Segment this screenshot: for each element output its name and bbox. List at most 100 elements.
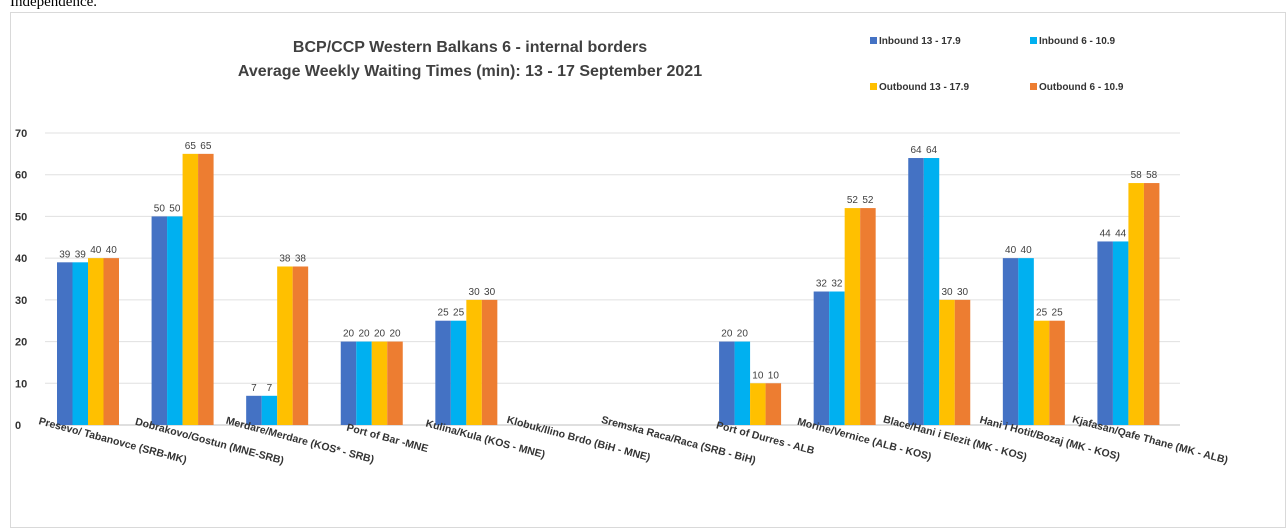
bar-4-5 [481, 299, 498, 425]
legend-swatch-3 [870, 83, 877, 90]
bar-2-11 [1018, 258, 1034, 425]
bar-4-2 [198, 153, 214, 425]
bar-2-3 [261, 395, 278, 425]
bar-2-2 [167, 216, 183, 425]
bar-4-4 [387, 341, 403, 425]
bar-3-1 [88, 258, 104, 425]
data-label: 25 [1052, 308, 1064, 319]
bar-2-8 [734, 341, 751, 425]
bar-3-2 [182, 153, 199, 425]
data-label: 38 [295, 253, 307, 264]
bar-2-5 [450, 320, 467, 425]
data-label: 30 [484, 287, 496, 298]
data-label: 64 [910, 145, 922, 156]
y-tick-label: 10 [15, 378, 27, 390]
legend-swatch-1 [870, 37, 877, 44]
legend-label-1: Inbound 13 - 17.9 [879, 36, 961, 47]
y-tick-label: 50 [15, 211, 27, 223]
data-label: 52 [847, 195, 859, 206]
bar-1-12 [1097, 241, 1113, 425]
data-label: 20 [737, 329, 749, 340]
bar-1-4 [340, 341, 357, 425]
bar-4-11 [1049, 320, 1065, 425]
data-label: 7 [267, 383, 273, 394]
legend-label-2: Inbound 6 - 10.9 [1039, 36, 1116, 47]
bar-1-11 [1002, 258, 1019, 425]
bar-1-10 [908, 158, 924, 425]
bar-3-9 [844, 208, 861, 425]
data-label: 25 [1036, 308, 1048, 319]
bar-4-8 [765, 383, 782, 425]
data-label: 32 [816, 279, 828, 290]
chart-subtitle: Average Weekly Waiting Times (min): 13 -… [238, 63, 702, 80]
bar-1-9 [813, 291, 830, 425]
data-label: 64 [926, 145, 938, 156]
data-label: 25 [438, 308, 450, 319]
y-tick-label: 40 [15, 253, 27, 265]
bar-3-11 [1033, 320, 1050, 425]
data-label: 40 [1005, 245, 1017, 256]
data-label: 65 [200, 141, 212, 152]
bar-4-1 [103, 258, 119, 425]
page-top-text: Independence. [10, 0, 98, 10]
bar-3-12 [1128, 183, 1144, 425]
data-label: 58 [1146, 170, 1158, 181]
y-tick-label: 0 [15, 420, 21, 432]
bar-3-5 [466, 299, 482, 425]
legend-label-3: Outbound 13 - 17.9 [879, 82, 969, 93]
bar-2-9 [829, 291, 845, 425]
data-label: 32 [831, 279, 843, 290]
data-label: 39 [59, 249, 71, 260]
legend-label-4: Outbound 6 - 10.9 [1039, 82, 1124, 93]
data-label: 40 [1021, 245, 1033, 256]
data-label: 20 [374, 329, 386, 340]
data-label: 20 [721, 329, 733, 340]
data-label: 39 [75, 249, 87, 260]
bar-2-10 [923, 158, 940, 425]
y-tick-label: 20 [15, 337, 27, 349]
bar-3-10 [939, 299, 955, 425]
data-label: 10 [768, 370, 780, 381]
bar-1-5 [435, 320, 451, 425]
data-label: 40 [106, 245, 118, 256]
data-label: 44 [1115, 228, 1127, 239]
data-label: 7 [251, 383, 257, 394]
chart-frame [10, 12, 1286, 528]
data-label: 44 [1100, 228, 1112, 239]
data-label: 40 [90, 245, 102, 256]
data-label: 30 [957, 287, 969, 298]
bar-1-8 [719, 341, 735, 425]
data-label: 58 [1131, 170, 1143, 181]
data-label: 50 [154, 203, 166, 214]
bar-4-10 [954, 299, 971, 425]
bar-4-12 [1143, 183, 1160, 425]
data-label: 20 [358, 329, 370, 340]
bar-2-1 [72, 262, 88, 425]
data-label: 25 [453, 308, 465, 319]
y-tick-label: 30 [15, 295, 27, 307]
bar-2-12 [1112, 241, 1129, 425]
bar-3-3 [277, 266, 293, 425]
data-label: 50 [169, 203, 181, 214]
bar-1-3 [246, 395, 262, 425]
bar-1-1 [57, 262, 73, 425]
y-tick-label: 70 [15, 128, 27, 140]
bar-4-9 [860, 208, 876, 425]
bar-2-4 [356, 341, 372, 425]
data-label: 20 [343, 329, 355, 340]
bar-3-4 [371, 341, 388, 425]
data-label: 30 [941, 287, 953, 298]
y-tick-label: 60 [15, 170, 27, 182]
legend-swatch-2 [1030, 37, 1037, 44]
data-label: 10 [752, 370, 764, 381]
bar-4-3 [292, 266, 309, 425]
data-label: 52 [862, 195, 874, 206]
data-label: 30 [469, 287, 481, 298]
data-label: 20 [389, 329, 401, 340]
data-label: 65 [185, 141, 197, 152]
bar-1-2 [151, 216, 168, 425]
chart-title: BCP/CCP Western Balkans 6 - internal bor… [293, 39, 647, 56]
bar-3-8 [750, 383, 766, 425]
legend-swatch-4 [1030, 83, 1037, 90]
